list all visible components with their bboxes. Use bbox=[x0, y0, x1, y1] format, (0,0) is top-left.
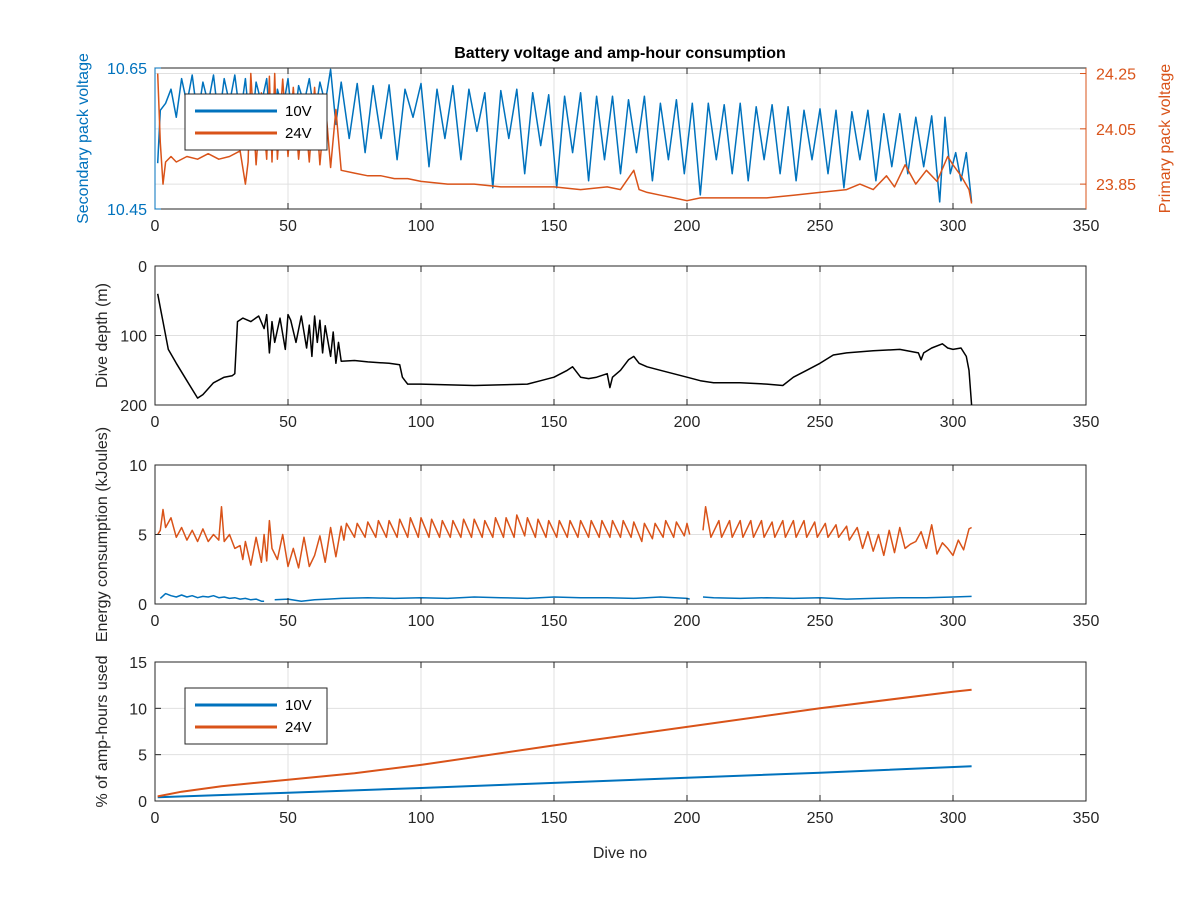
y-tick-label: 0 bbox=[138, 597, 147, 614]
x-tick-label: 350 bbox=[1073, 414, 1100, 431]
series-line-24v bbox=[156, 72, 973, 204]
x-tick-label: 250 bbox=[807, 613, 834, 630]
x-tick-label: 0 bbox=[151, 414, 160, 431]
x-tick-label: 300 bbox=[940, 613, 967, 630]
y-tick-label: 100 bbox=[120, 329, 147, 346]
series-line-10v bbox=[159, 592, 972, 602]
legend-box bbox=[184, 93, 328, 151]
x-tick-label: 250 bbox=[807, 414, 834, 431]
x-tick-label: 0 bbox=[151, 810, 160, 827]
x-tick-label: 350 bbox=[1073, 810, 1100, 827]
series-line-24v bbox=[157, 688, 972, 798]
y-axis-label: Dive depth (m) bbox=[94, 283, 111, 388]
x-tick-label: 200 bbox=[674, 218, 701, 235]
series-line-10v bbox=[157, 765, 972, 799]
y-right-tick-label: 24.05 bbox=[1096, 122, 1136, 139]
y-tick-label: 10 bbox=[129, 701, 147, 718]
x-tick-label: 150 bbox=[541, 218, 568, 235]
x-tick-label: 250 bbox=[807, 218, 834, 235]
x-tick-label: 100 bbox=[408, 810, 435, 827]
x-tick-label: 50 bbox=[279, 613, 297, 630]
series-line-10v bbox=[156, 68, 973, 203]
x-tick-label: 300 bbox=[940, 218, 967, 235]
x-tick-label: 100 bbox=[408, 218, 435, 235]
legend-label-10v: 10V bbox=[285, 103, 312, 120]
x-tick-label: 0 bbox=[151, 613, 160, 630]
y-axis-label: Energy consumption (kJoules) bbox=[94, 427, 111, 642]
x-tick-label: 300 bbox=[940, 810, 967, 827]
y-right-axis-label: Primary pack voltage bbox=[1157, 64, 1174, 213]
series-line-24v bbox=[157, 505, 972, 569]
subplot-4: 0 50 100 150 200 250 300 350 0 5 10 15 % of amp-hour… bbox=[94, 655, 1099, 827]
x-tick-label: 200 bbox=[674, 414, 701, 431]
y-tick-label: 10.65 bbox=[107, 61, 147, 78]
subplot-1: 0 50 100 150 200 250 300 350 10.45 10.65 23.85 24.0… bbox=[75, 53, 1174, 235]
y-tick-label: 10 bbox=[129, 458, 147, 475]
x-tick-label: 250 bbox=[807, 810, 834, 827]
x-tick-label: 50 bbox=[279, 414, 297, 431]
x-tick-label: 0 bbox=[151, 218, 160, 235]
x-tick-label: 100 bbox=[408, 414, 435, 431]
x-tick-label: 100 bbox=[408, 613, 435, 630]
x-axis-label: Dive no bbox=[593, 845, 647, 862]
y-tick-label: 200 bbox=[120, 398, 147, 415]
subplot-3: 0 50 100 150 200 250 300 350 0 5 10 Energy consumpt… bbox=[94, 427, 1099, 642]
x-tick-label: 150 bbox=[541, 810, 568, 827]
x-tick-label: 150 bbox=[541, 414, 568, 431]
y-axis-label: % of amp-hours used bbox=[94, 655, 111, 807]
y-tick-label: 0 bbox=[138, 259, 147, 276]
y-tick-label: 15 bbox=[129, 655, 147, 672]
x-tick-label: 200 bbox=[674, 613, 701, 630]
y-tick-label: 0 bbox=[138, 794, 147, 811]
x-tick-label: 350 bbox=[1073, 613, 1100, 630]
x-tick-label: 150 bbox=[541, 613, 568, 630]
x-tick-label: 300 bbox=[940, 414, 967, 431]
y-right-tick-label: 24.25 bbox=[1096, 67, 1136, 84]
x-tick-label: 200 bbox=[674, 810, 701, 827]
legend-box bbox=[184, 687, 328, 745]
legend-label-10v: 10V bbox=[285, 697, 312, 714]
x-tick-label: 50 bbox=[279, 218, 297, 235]
x-tick-label: 350 bbox=[1073, 218, 1100, 235]
legend-label-24v: 24V bbox=[285, 125, 312, 142]
y-tick-label: 10.45 bbox=[107, 202, 147, 219]
y-axis-label: Secondary pack voltage bbox=[75, 53, 92, 224]
legend-label-24v: 24V bbox=[285, 719, 312, 736]
figure-title: Battery voltage and amp-hour consumption bbox=[454, 45, 786, 62]
series-line-depth bbox=[156, 293, 973, 405]
x-tick-label: 50 bbox=[279, 810, 297, 827]
y-right-tick-label: 23.85 bbox=[1096, 177, 1136, 194]
subplot-2: 0 50 100 150 200 250 300 350 0 100 200 Dive depth (… bbox=[94, 259, 1099, 431]
y-tick-label: 5 bbox=[138, 528, 147, 545]
y-tick-label: 5 bbox=[138, 748, 147, 765]
